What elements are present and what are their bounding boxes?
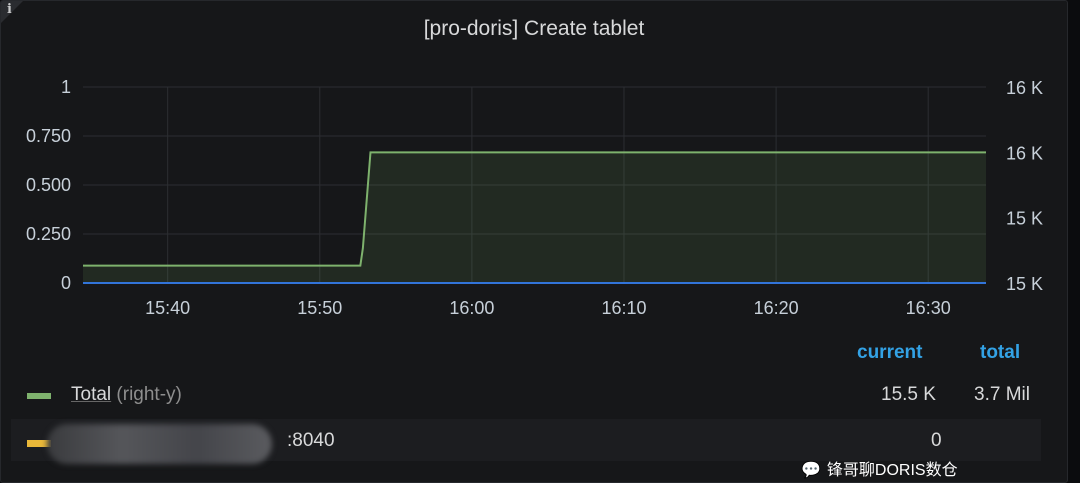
legend-current: 15.5 K <box>881 384 936 405</box>
legend-current: 0 <box>931 430 942 451</box>
right-y-tick-label: 16 K <box>1006 78 1043 98</box>
left-y-tick-label: 1 <box>61 77 71 97</box>
left-y-tick-label: 0.250 <box>26 224 71 244</box>
x-tick-label: 15:50 <box>297 298 342 318</box>
left-y-tick-label: 0.500 <box>26 175 71 195</box>
x-tick-label: 16:00 <box>449 298 494 318</box>
x-tick-label: 16:20 <box>754 298 799 318</box>
legend-label: Total <box>71 384 112 405</box>
left-y-tick-label: 0.750 <box>26 126 71 146</box>
x-tick-label: 15:40 <box>145 298 190 318</box>
right-y-tick-label: 15 K <box>1006 209 1043 229</box>
right-y-tick-label: 15 K <box>1006 274 1043 294</box>
legend-header-current[interactable]: current <box>857 342 923 363</box>
legend-label: :8040 <box>287 430 335 451</box>
right-y-tick-label: 16 K <box>1006 143 1043 163</box>
series-color-swatch <box>27 393 51 399</box>
series-color-swatch <box>27 440 51 447</box>
legend-suffix: (right-y) <box>116 384 182 405</box>
legend-total: 3.7 Mil <box>974 384 1030 405</box>
x-tick-label: 16:30 <box>906 298 951 318</box>
redacted-hostname <box>47 424 272 464</box>
wechat-icon: 💬 <box>801 462 821 479</box>
series-line <box>83 151 986 267</box>
legend-header-total[interactable]: total <box>980 342 1021 363</box>
x-tick-label: 16:10 <box>601 298 646 318</box>
chart: 0 0.250 0.500 0.750 1 15 K 15 K 16 K 16 K 15:40 15… <box>26 77 1043 318</box>
panel-title[interactable]: [pro-doris] Create tablet <box>423 17 645 40</box>
watermark: 💬 锋哥聊DORIS数仓 <box>801 462 958 479</box>
left-y-tick-label: 0 <box>61 273 71 293</box>
series-area <box>83 152 986 283</box>
